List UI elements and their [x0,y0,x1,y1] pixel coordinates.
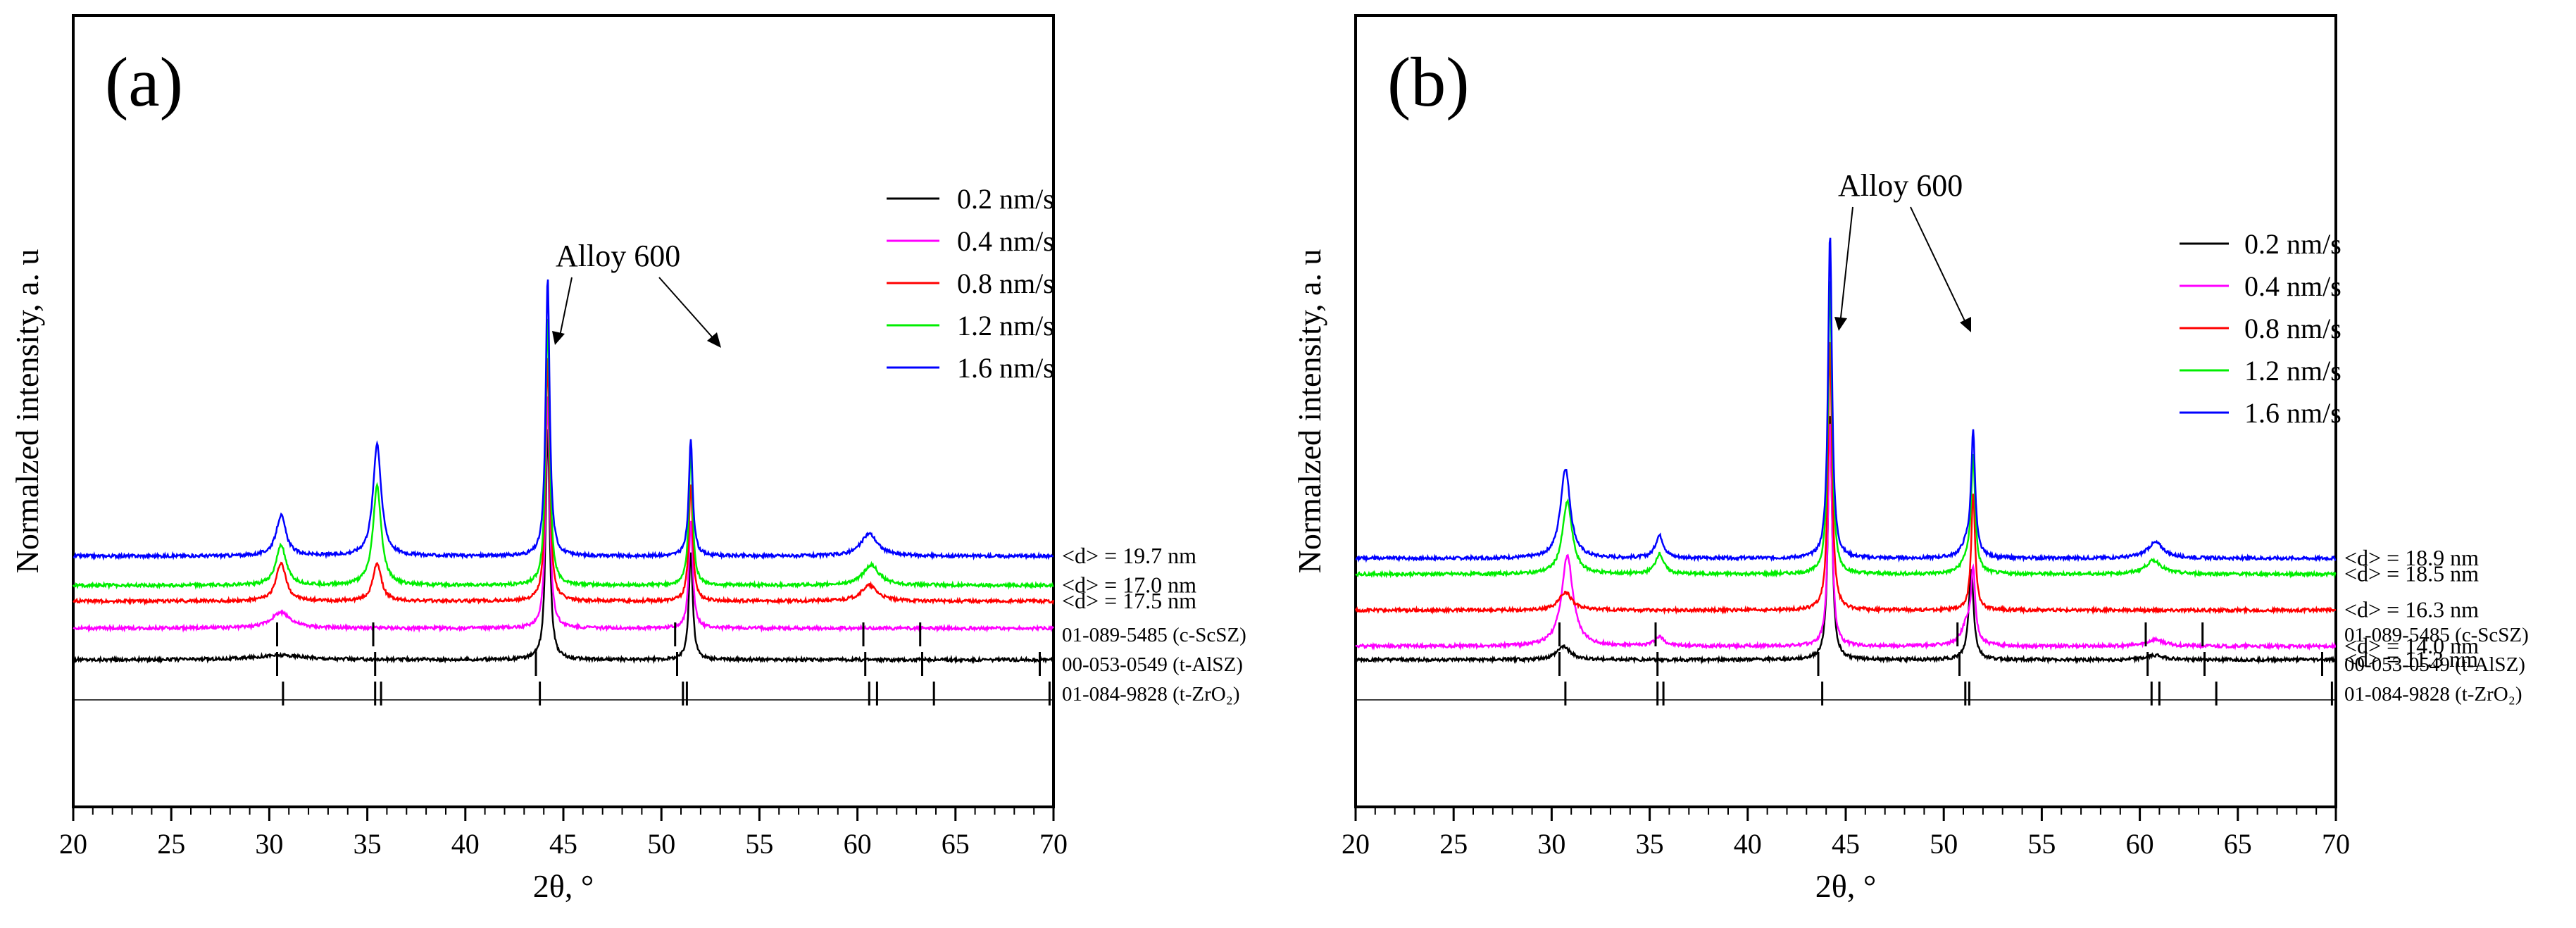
x-tick-label: 70 [1039,828,1068,860]
x-tick-label: 20 [1342,828,1370,860]
y-axis-title: Normalzed intensity, a. u [9,249,45,574]
crystallite-size-label: <d> = 19.7 nm [1062,543,1196,568]
x-axis: 20 25 30 35 40 45 50 55 60 65 70 [59,807,1068,860]
reference-label: 01-084-9828 (t-ZrO₂) [2344,683,2522,706]
x-tick-label: 30 [1537,828,1565,860]
arrow-head [707,332,721,348]
crystallite-size-label: <d> = 11.3 nm [2344,646,2478,672]
plot-frame [72,14,1055,808]
alloy-annotation: Alloy 600 [1834,168,1971,332]
x-tick-label: 55 [745,828,773,860]
reference-layer: 01-089-5485 (c-ScSZ) 00-053-0549 (t-AlSZ)… [276,622,1246,706]
legend-label: 0.4 nm/s [957,225,1054,257]
legend-label: 0.4 nm/s [2244,270,2341,302]
series-line-0-2-nm-s [1355,415,2337,665]
series-line-0-8-nm-s [73,358,1055,606]
series-line-0-8-nm-s [1354,341,2337,615]
legend-label: 0.8 nm/s [957,268,1054,299]
crystallite-size-label: <d> = 14.0 nm [2344,633,2479,658]
x-tick-label: 60 [2126,828,2154,860]
x-tick-label: 25 [157,828,185,860]
panel-label: (a) [105,43,183,121]
x-tick-label: 30 [255,828,283,860]
panel-b: <d> = 11.3 nm<d> = 14.0 nm <d> = 16.3 nm <… [1292,14,2529,904]
x-tick-label: 20 [59,828,87,860]
reference-label: 01-084-9828 (t-ZrO₂) [1062,683,1240,706]
legend-label: 0.2 nm/s [957,183,1054,215]
plot-frame [1354,14,2337,808]
series-line-0-4-nm-s [73,396,1054,633]
series-layer: <d> = 11.3 nm<d> = 14.0 nm <d> = 16.3 nm <… [1354,237,2479,672]
legend-label: 0.8 nm/s [2244,313,2341,344]
y-axis-title: Normalzed intensity, a. u [1292,249,1327,574]
legend: 0.2 nm/s 0.4 nm/s 0.8 nm/s 1.2 nm/s 1.6 … [887,183,1054,384]
x-tick-label: 45 [1832,828,1860,860]
x-axis-title: 2θ, ° [533,868,594,904]
crystallite-size-label: <d> = 17.0 nm [1062,572,1196,597]
alloy-annotation: Alloy 600 [552,239,721,348]
crystallite-size-label: <d> = 17.5 nm [1062,588,1196,613]
x-tick-label: 35 [354,828,382,860]
annotation-arrow [1839,206,1853,325]
x-axis: 20 25 30 35 40 45 50 55 60 65 70 [1342,807,2350,860]
x-tick-label: 40 [451,828,480,860]
x-tick-label: 50 [1930,828,1958,860]
arrow-head [1960,317,1971,332]
crystallite-size-label: <d> = 18.5 nm [2344,560,2479,586]
series-line-1-6-nm-s [73,279,1054,561]
annotation-arrow [558,277,573,340]
annotation-arrow [658,277,716,341]
x-tick-label: 25 [1439,828,1468,860]
legend-label: 1.2 nm/s [2244,355,2341,387]
series-line-1-6-nm-s [1355,237,2337,563]
series-line-1-2-nm-s [1355,281,2337,579]
reference-label: 00-053-0549 (t-AlSZ) [1062,653,1243,676]
series-line-1-2-nm-s [72,318,1054,590]
annotation-arrow [1910,206,1968,326]
x-tick-label: 50 [647,828,675,860]
series-line-0-4-nm-s [1355,423,2337,651]
x-tick-label: 65 [942,828,970,860]
reference-label: 00-053-0549 (t-AlSZ) [2344,653,2525,676]
x-tick-label: 70 [2322,828,2350,860]
x-tick-label: 55 [2027,828,2056,860]
legend-label: 1.6 nm/s [2244,397,2341,429]
x-axis-title: 2θ, ° [1815,868,1876,904]
x-tick-label: 60 [844,828,872,860]
legend-label: 0.2 nm/s [2244,228,2341,260]
crystallite-size-label: <d> = 18.9 nm [2344,545,2479,570]
x-tick-label: 35 [1636,828,1664,860]
series-layer: <d> = 17.5 nm<d> = 17.0 nm <d> = 19.7 nm [72,279,1196,665]
legend-label: 1.2 nm/s [957,310,1054,341]
annotation-label: Alloy 600 [556,239,680,273]
crystallite-size-label: <d> = 16.3 nm [2344,597,2479,622]
panel-label: (b) [1387,43,1470,121]
arrow-head [552,331,565,345]
legend: 0.2 nm/s 0.4 nm/s 0.8 nm/s 1.2 nm/s 1.6 … [2180,228,2341,429]
legend-label: 1.6 nm/s [957,352,1054,384]
reference-layer: 01-089-5485 (c-ScSZ) 00-053-0549 (t-AlSZ)… [1558,622,2529,706]
panel-a: <d> = 17.5 nm<d> = 17.0 nm<d> = 19.7 nm … [9,14,1246,904]
reference-label: 01-089-5485 (c-ScSZ) [2344,624,2529,646]
x-tick-label: 45 [549,828,577,860]
arrow-head [1834,317,1847,331]
x-tick-label: 65 [2224,828,2252,860]
reference-label: 01-089-5485 (c-ScSZ) [1062,624,1246,646]
x-tick-label: 40 [1734,828,1762,860]
series-line-0-2-nm-s [72,429,1054,665]
annotation-label: Alloy 600 [1838,168,1963,203]
